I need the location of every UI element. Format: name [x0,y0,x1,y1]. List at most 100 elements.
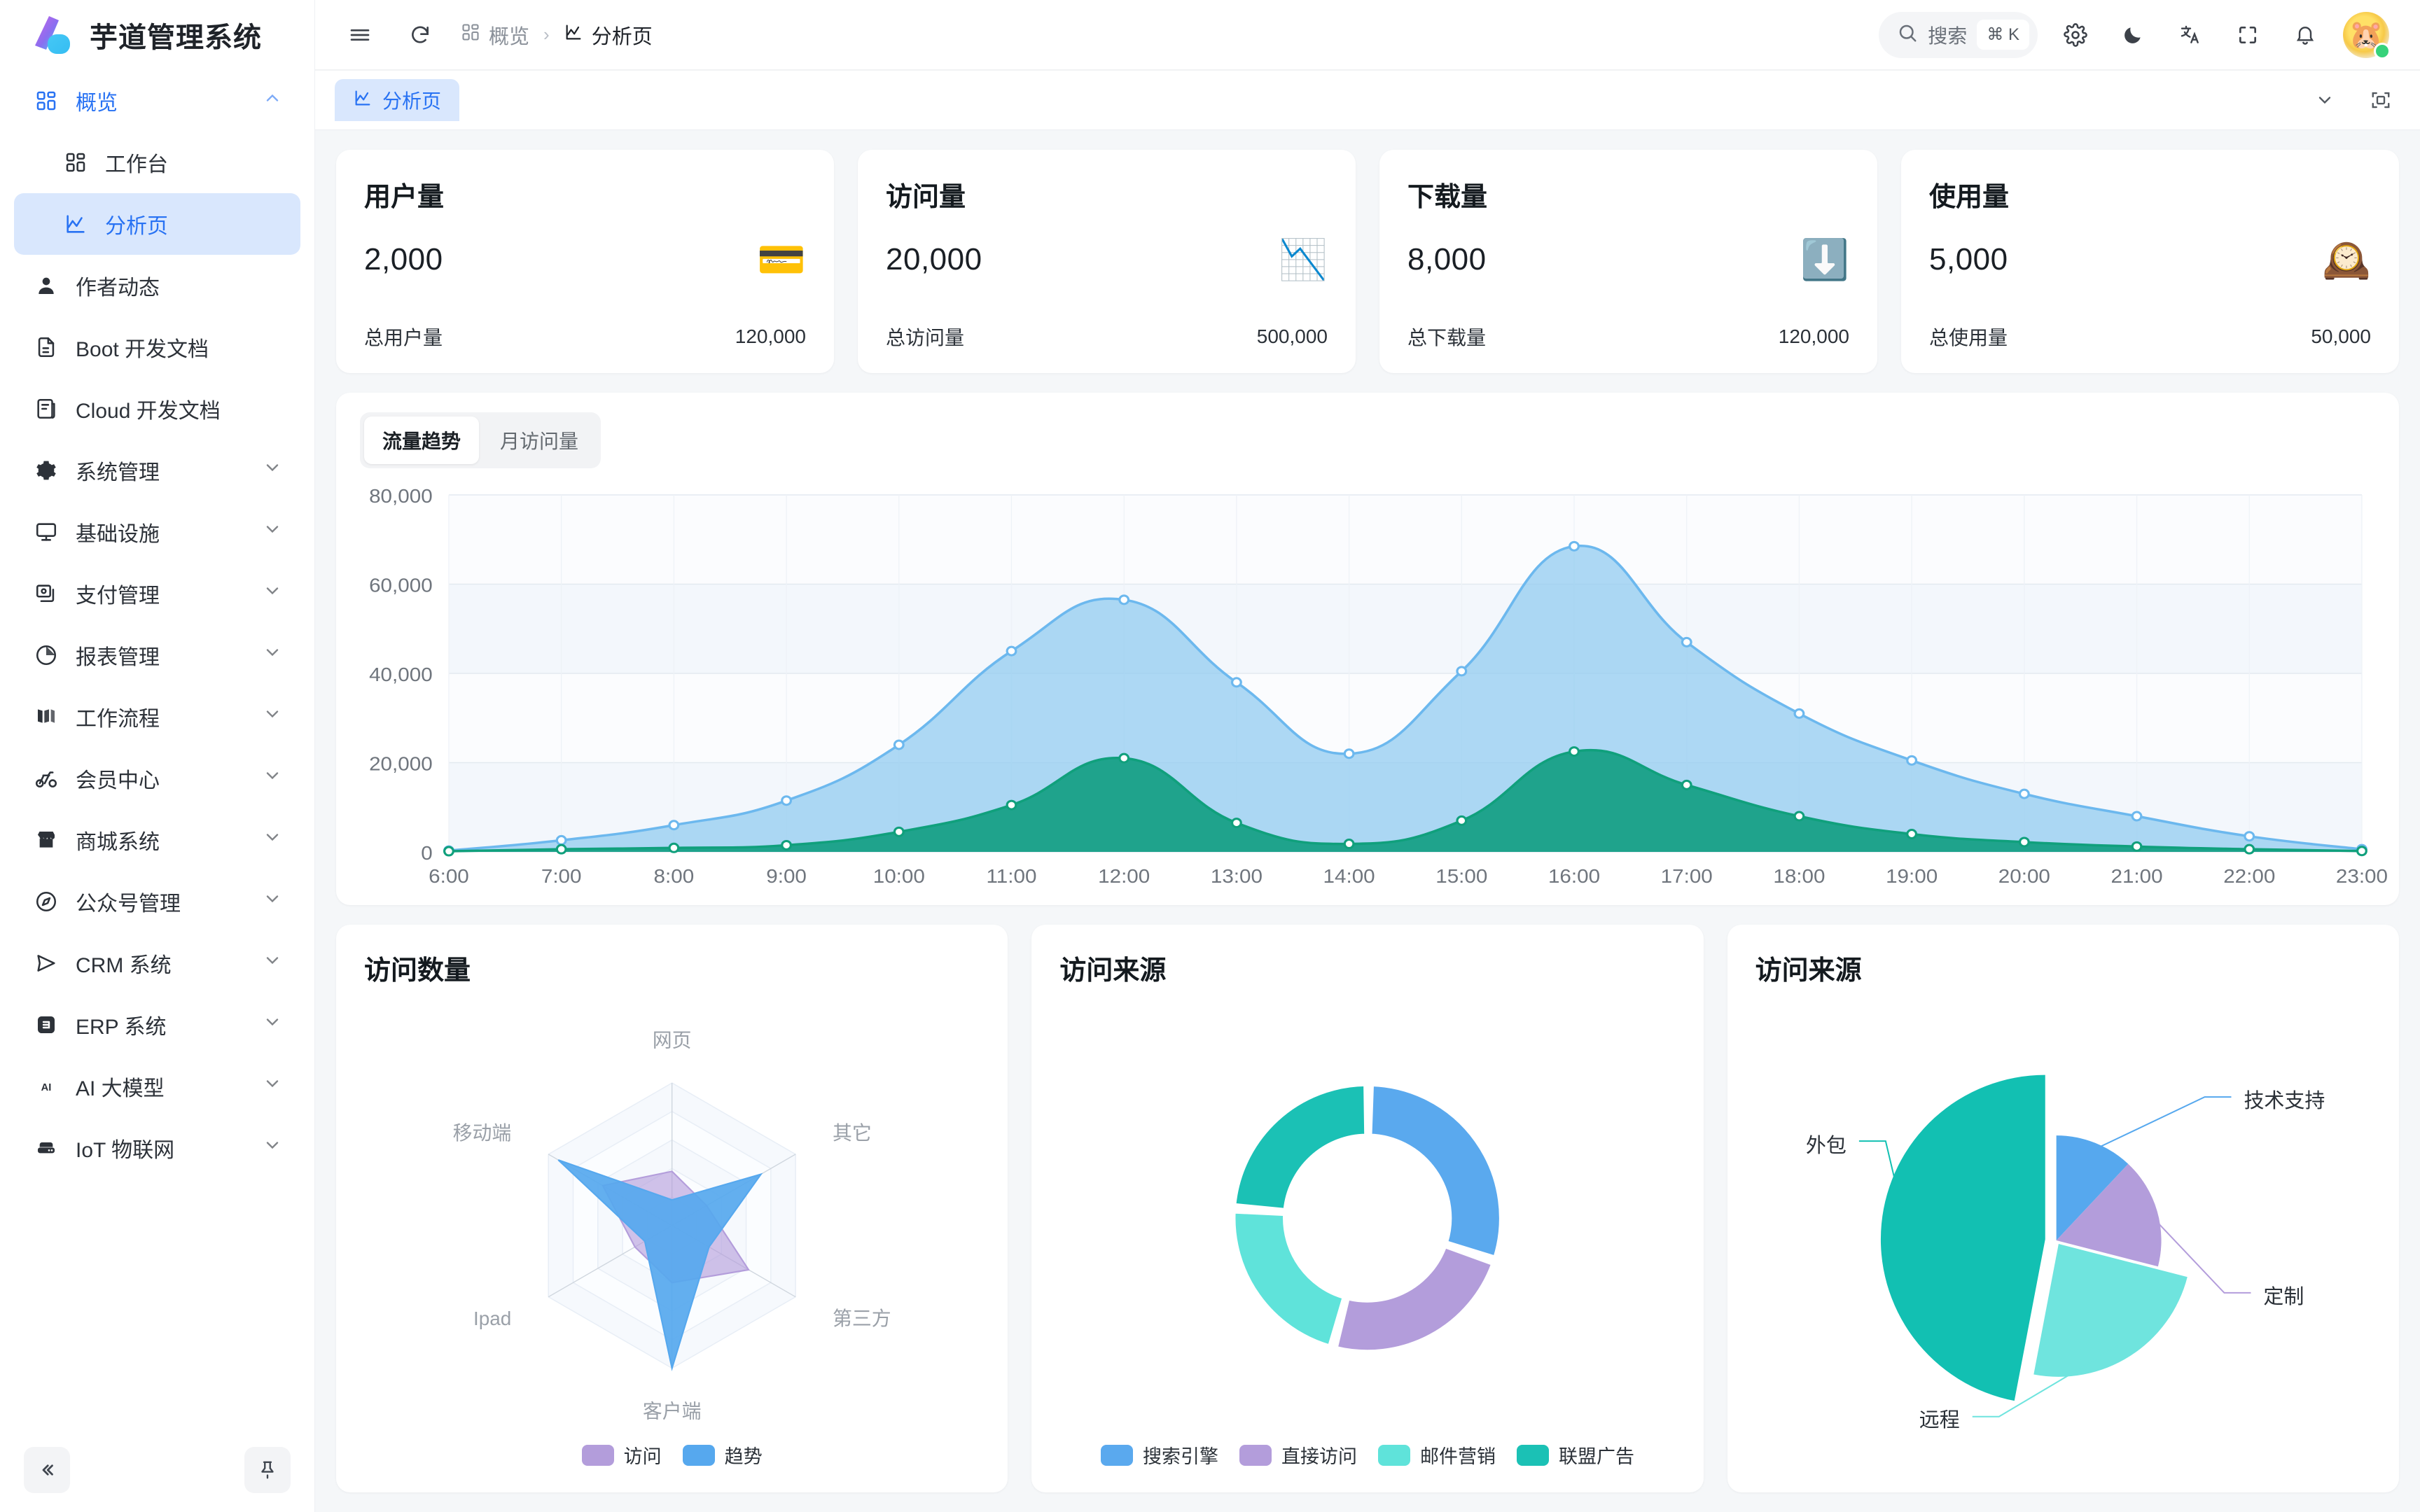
sidebar-item-3[interactable]: 作者动态 [14,255,300,316]
dark-mode-icon[interactable] [2113,15,2153,55]
sidebar-item-label: 报表管理 [76,646,160,669]
segment-traffic-trend[interactable]: 流量趋势 [364,416,480,464]
stat-card-2: 下载量 8,000 ⬇️ 总下载量 120,000 [1379,150,1877,373]
sidebar-item-12[interactable]: 商城系统 [14,809,300,871]
legend-item[interactable]: 访问 [581,1441,662,1469]
svg-text:Ipad: Ipad [473,1308,511,1329]
visit-source-pie-card: 访问来源 技术支持 定制 远程 外包 [1727,925,2399,1492]
sidebar-item-label: 工作台 [105,153,168,176]
ai-icon: AI [32,1075,60,1098]
sidebar-item-4[interactable]: Boot 开发文档 [14,316,300,378]
svg-text:移动端: 移动端 [453,1122,512,1144]
svg-text:15:00: 15:00 [1435,866,1487,888]
breadcrumb-label: 概览 [489,25,530,48]
sidebar-item-label: 基础设施 [76,523,160,546]
stat-footer: 总使用量 50,000 [1929,307,2371,351]
chevron-down-icon[interactable] [263,766,282,791]
sidebar-item-0[interactable]: 概览 [14,70,300,132]
chevron-down-icon[interactable] [263,458,282,483]
pin-sidebar-button[interactable] [244,1447,291,1493]
sidebar-item-6[interactable]: 系统管理 [14,440,300,501]
search-placeholder: 搜索 [1928,24,1968,47]
chevron-down-icon[interactable] [2307,82,2343,118]
sidebar-item-16[interactable]: AI AI 大模型 [14,1056,300,1117]
breadcrumb-separator: › [543,24,550,45]
breadcrumb-item-analysis[interactable]: 分析页 [564,20,653,50]
legend-item[interactable]: 直接访问 [1239,1441,1357,1469]
sidebar-item-13[interactable]: 公众号管理 [14,871,300,932]
svg-text:60,000: 60,000 [369,575,433,596]
svg-text:17:00: 17:00 [1661,866,1713,888]
chevron-down-icon[interactable] [263,519,282,545]
breadcrumb-item-overview[interactable]: 概览 [461,20,529,50]
sidebar-item-17[interactable]: IoT 物联网 [14,1117,300,1179]
brand[interactable]: 芋道管理系统 [0,0,314,70]
svg-text:40,000: 40,000 [369,664,433,686]
sidebar-item-15[interactable]: ERP 系统 [14,994,300,1056]
shop-icon [32,829,60,851]
svg-text:外包: 外包 [1806,1135,1847,1157]
hamburger-icon[interactable] [340,15,380,55]
legend-swatch [682,1444,715,1466]
stat-value: 2,000 [364,242,443,276]
chevron-down-icon[interactable] [263,643,282,668]
notification-icon[interactable] [2286,15,2325,55]
sidebar-item-2[interactable]: 分析页 [14,193,300,255]
chevron-down-icon[interactable] [263,951,282,976]
fullscreen-icon[interactable] [2228,15,2267,55]
chevron-down-icon[interactable] [263,704,282,729]
chevron-down-icon[interactable] [263,827,282,853]
sidebar-item-11[interactable]: 会员中心 [14,748,300,809]
avatar[interactable]: 🐹 [2343,11,2391,59]
traffic-area-chart: 0 20,000 40,000 60,000 80,000 6:00 7:00 8:00 9:0… [360,485,2388,891]
legend-item[interactable]: 联盟广告 [1516,1441,1634,1469]
stat-foot-label: 总使用量 [1929,327,2008,349]
send-icon [32,951,60,975]
sidebar-item-9[interactable]: 报表管理 [14,624,300,686]
stat-title: 下载量 [1407,183,1488,212]
pie-percent-icon: 📉 [1279,237,1328,281]
sidebar-item-label: 支付管理 [76,584,160,608]
refresh-icon[interactable] [401,15,440,55]
legend-item[interactable]: 趋势 [682,1441,763,1469]
search-shortcut: ⌘ K [1977,20,2029,50]
stat-title: 使用量 [1929,183,2010,212]
sidebar-item-14[interactable]: CRM 系统 [14,932,300,994]
chevron-down-icon[interactable] [263,581,282,606]
chevron-down-icon[interactable] [263,1135,282,1161]
language-icon[interactable] [2171,15,2210,55]
sidebar-item-label: Boot 开发文档 [76,338,209,361]
sidebar-item-8[interactable]: 支付管理 [14,563,300,624]
collapse-sidebar-button[interactable] [24,1447,70,1493]
legend-label: 搜索引擎 [1142,1446,1218,1467]
stat-card-0: 用户量 2,000 💳 总用户量 120,000 [336,150,834,373]
radar-chart: 网页 其它 第三方 客户端 Ipad 移动端 [364,987,980,1437]
tab-analysis[interactable]: 分析页 [335,79,460,121]
svg-text:8:00: 8:00 [654,866,695,888]
chevron-down-icon[interactable] [263,889,282,914]
sidebar-item-label: 作者动态 [76,276,160,300]
legend-item[interactable]: 搜索引擎 [1100,1441,1218,1469]
expand-screen-icon[interactable] [2363,82,2399,118]
svg-text:11:00: 11:00 [987,866,1037,888]
stat-card-3: 使用量 5,000 🕰️ 总使用量 50,000 [1901,150,2399,373]
svg-text:20,000: 20,000 [369,753,433,775]
chevron-down-icon[interactable] [263,1012,282,1037]
chevron-down-icon[interactable] [263,1074,282,1099]
sidebar-item-7[interactable]: 基础设施 [14,501,300,563]
chevron-up-icon[interactable] [263,88,282,113]
stat-foot-value: 120,000 [1778,326,1849,347]
svg-text:6:00: 6:00 [429,866,469,888]
sidebar-item-label: Cloud 开发文档 [76,400,221,423]
sidebar-item-10[interactable]: 工作流程 [14,686,300,748]
gear-icon[interactable] [2056,15,2095,55]
sidebar-item-5[interactable]: Cloud 开发文档 [14,378,300,440]
sidebar-item-label: 会员中心 [76,769,160,792]
search-input[interactable]: 搜索 ⌘ K [1879,11,2038,58]
segment-monthly-visits[interactable]: 月访问量 [500,430,579,452]
svg-text:技术支持: 技术支持 [2244,1090,2325,1112]
legend-item[interactable]: 邮件营销 [1377,1441,1496,1469]
traffic-trend-card: 流量趋势 月访问量 0 20,000 40,000 60,000 80,000 6:00 7… [336,393,2399,905]
sidebar-item-1[interactable]: 工作台 [14,132,300,193]
